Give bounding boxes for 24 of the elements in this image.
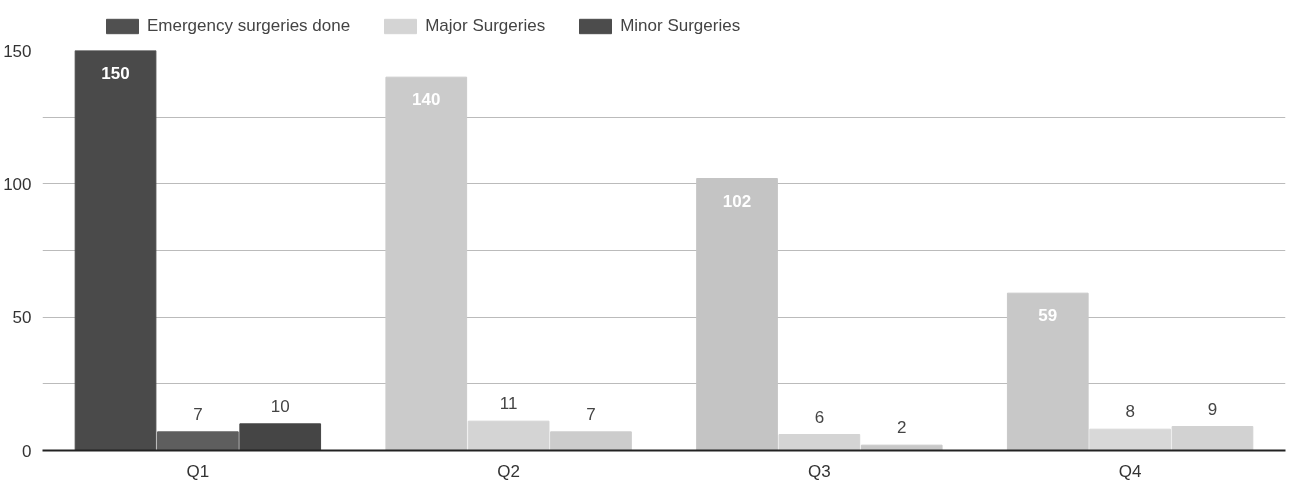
bar [239,423,322,451]
y-tick-label: 100 [3,174,32,194]
legend-label: Major Surgeries [425,16,546,36]
bar [157,431,239,451]
y-tick-label: 150 [3,41,32,61]
data-label: 7 [193,404,203,424]
y-tick-label: 50 [12,308,32,328]
x-tick-label: Q4 [1118,461,1142,481]
data-label: 7 [586,404,596,424]
x-tick-label: Q2 [497,461,520,481]
legend-label: Minor Surgeries [620,16,741,36]
data-label: 102 [722,191,752,211]
x-tick-label: Q3 [808,461,831,481]
legend-label: Emergency surgeries done [147,16,351,36]
data-label: 9 [1207,399,1218,419]
data-label: 8 [1125,402,1135,422]
x-tick-label: Q1 [186,461,210,481]
data-label: 10 [270,396,290,416]
y-tick-label: 0 [22,441,32,461]
bar [74,50,157,451]
data-label: 11 [499,394,518,414]
data-label: 150 [101,63,130,83]
data-label: 6 [814,407,825,427]
data-label: 2 [897,418,907,438]
